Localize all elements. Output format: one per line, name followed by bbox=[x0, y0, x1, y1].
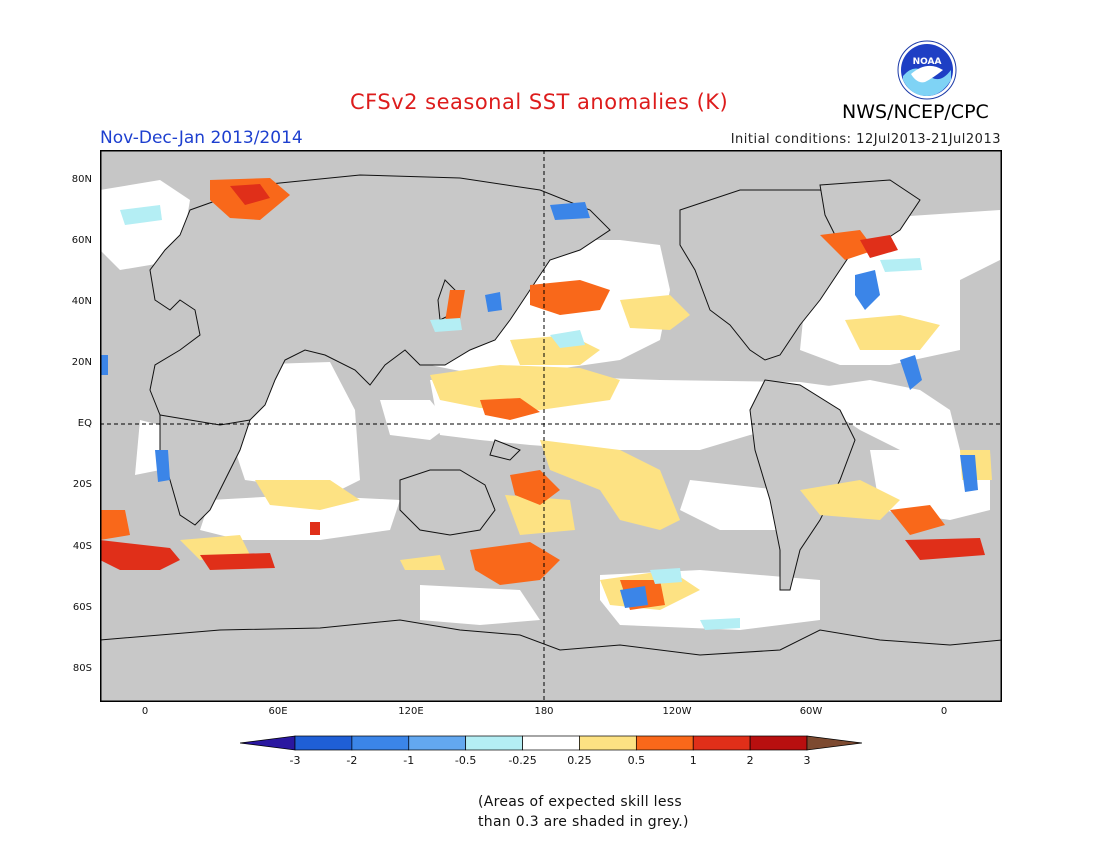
skill-note: (Areas of expected skill less than 0.3 a… bbox=[478, 792, 689, 832]
sst-anomaly-map bbox=[100, 150, 1002, 702]
noaa-logo-icon: NOAA bbox=[897, 40, 957, 100]
lon-label-0-east: 0 bbox=[940, 706, 948, 717]
lon-label-120w: 120W bbox=[662, 706, 692, 717]
colorbar-tick-label: -1 bbox=[403, 754, 414, 767]
lat-label-80n: 80N bbox=[71, 174, 92, 185]
colorbar-box bbox=[522, 735, 580, 751]
colorbar-tick-label: 0.25 bbox=[567, 754, 592, 767]
lat-label-eq: EQ bbox=[77, 418, 92, 429]
lat-label-20s: 20S bbox=[72, 479, 92, 490]
colorbar-box bbox=[579, 735, 637, 751]
colorbar-box bbox=[692, 735, 751, 751]
skill-note-line-1: (Areas of expected skill less bbox=[478, 794, 682, 810]
map-frame bbox=[100, 150, 1002, 702]
colorbar-tick-label: -0.25 bbox=[508, 754, 536, 767]
lon-label-60w: 60W bbox=[799, 706, 823, 717]
lat-label-20n: 20N bbox=[71, 357, 92, 368]
cool-anomaly-0p25 bbox=[120, 205, 922, 630]
colorbar-tick-label: 2 bbox=[747, 754, 754, 767]
colorbar-tick-label: 3 bbox=[804, 754, 811, 767]
colorbar-box bbox=[294, 735, 353, 751]
colorbar-high-arrow bbox=[806, 735, 862, 751]
colorbar-box bbox=[465, 735, 523, 751]
color-bar: -3 -2 -1 -0.5 -0.25 0.25 0.5 1 2 3 bbox=[240, 735, 862, 767]
lat-label-60s: 60S bbox=[72, 602, 92, 613]
skill-note-line-2: than 0.3 are shaded in grey.) bbox=[478, 814, 689, 830]
colorbar-tick-label: 1 bbox=[690, 754, 697, 767]
lat-label-40s: 40S bbox=[72, 541, 92, 552]
initial-conditions: Initial conditions: 12Jul2013-21Jul2013 bbox=[730, 132, 1001, 147]
lon-label-120e: 120E bbox=[398, 706, 424, 717]
colorbar-tick-label: -3 bbox=[290, 754, 301, 767]
cool-anomaly-1 bbox=[100, 202, 978, 608]
lon-label-0: 0 bbox=[141, 706, 149, 717]
lat-label-40n: 40N bbox=[71, 296, 92, 307]
lon-label-60e: 60E bbox=[268, 706, 288, 717]
colorbar-tick-label: -2 bbox=[346, 754, 357, 767]
map-title: CFSv2 seasonal SST anomalies (K) bbox=[350, 90, 729, 114]
colorbar-box bbox=[408, 735, 467, 751]
warm-anomaly-0p5 bbox=[100, 178, 945, 610]
season-label: Nov-Dec-Jan 2013/2014 bbox=[100, 128, 303, 148]
colorbar-tick-label: -0.5 bbox=[455, 754, 476, 767]
agency-label: NWS/NCEP/CPC bbox=[842, 101, 989, 123]
lat-label-80s: 80S bbox=[72, 663, 92, 674]
logo-text: NOAA bbox=[913, 57, 942, 67]
continents bbox=[100, 174, 1002, 702]
colorbar-tick-label: 0.5 bbox=[628, 754, 646, 767]
colorbar-box bbox=[635, 735, 694, 751]
lat-label-60n: 60N bbox=[71, 235, 92, 246]
colorbar-box bbox=[351, 735, 410, 751]
colorbar-low-arrow bbox=[240, 735, 296, 751]
lon-label-180: 180 bbox=[534, 706, 554, 717]
colorbar-box bbox=[749, 735, 808, 751]
warm-anomaly-1 bbox=[100, 184, 985, 570]
